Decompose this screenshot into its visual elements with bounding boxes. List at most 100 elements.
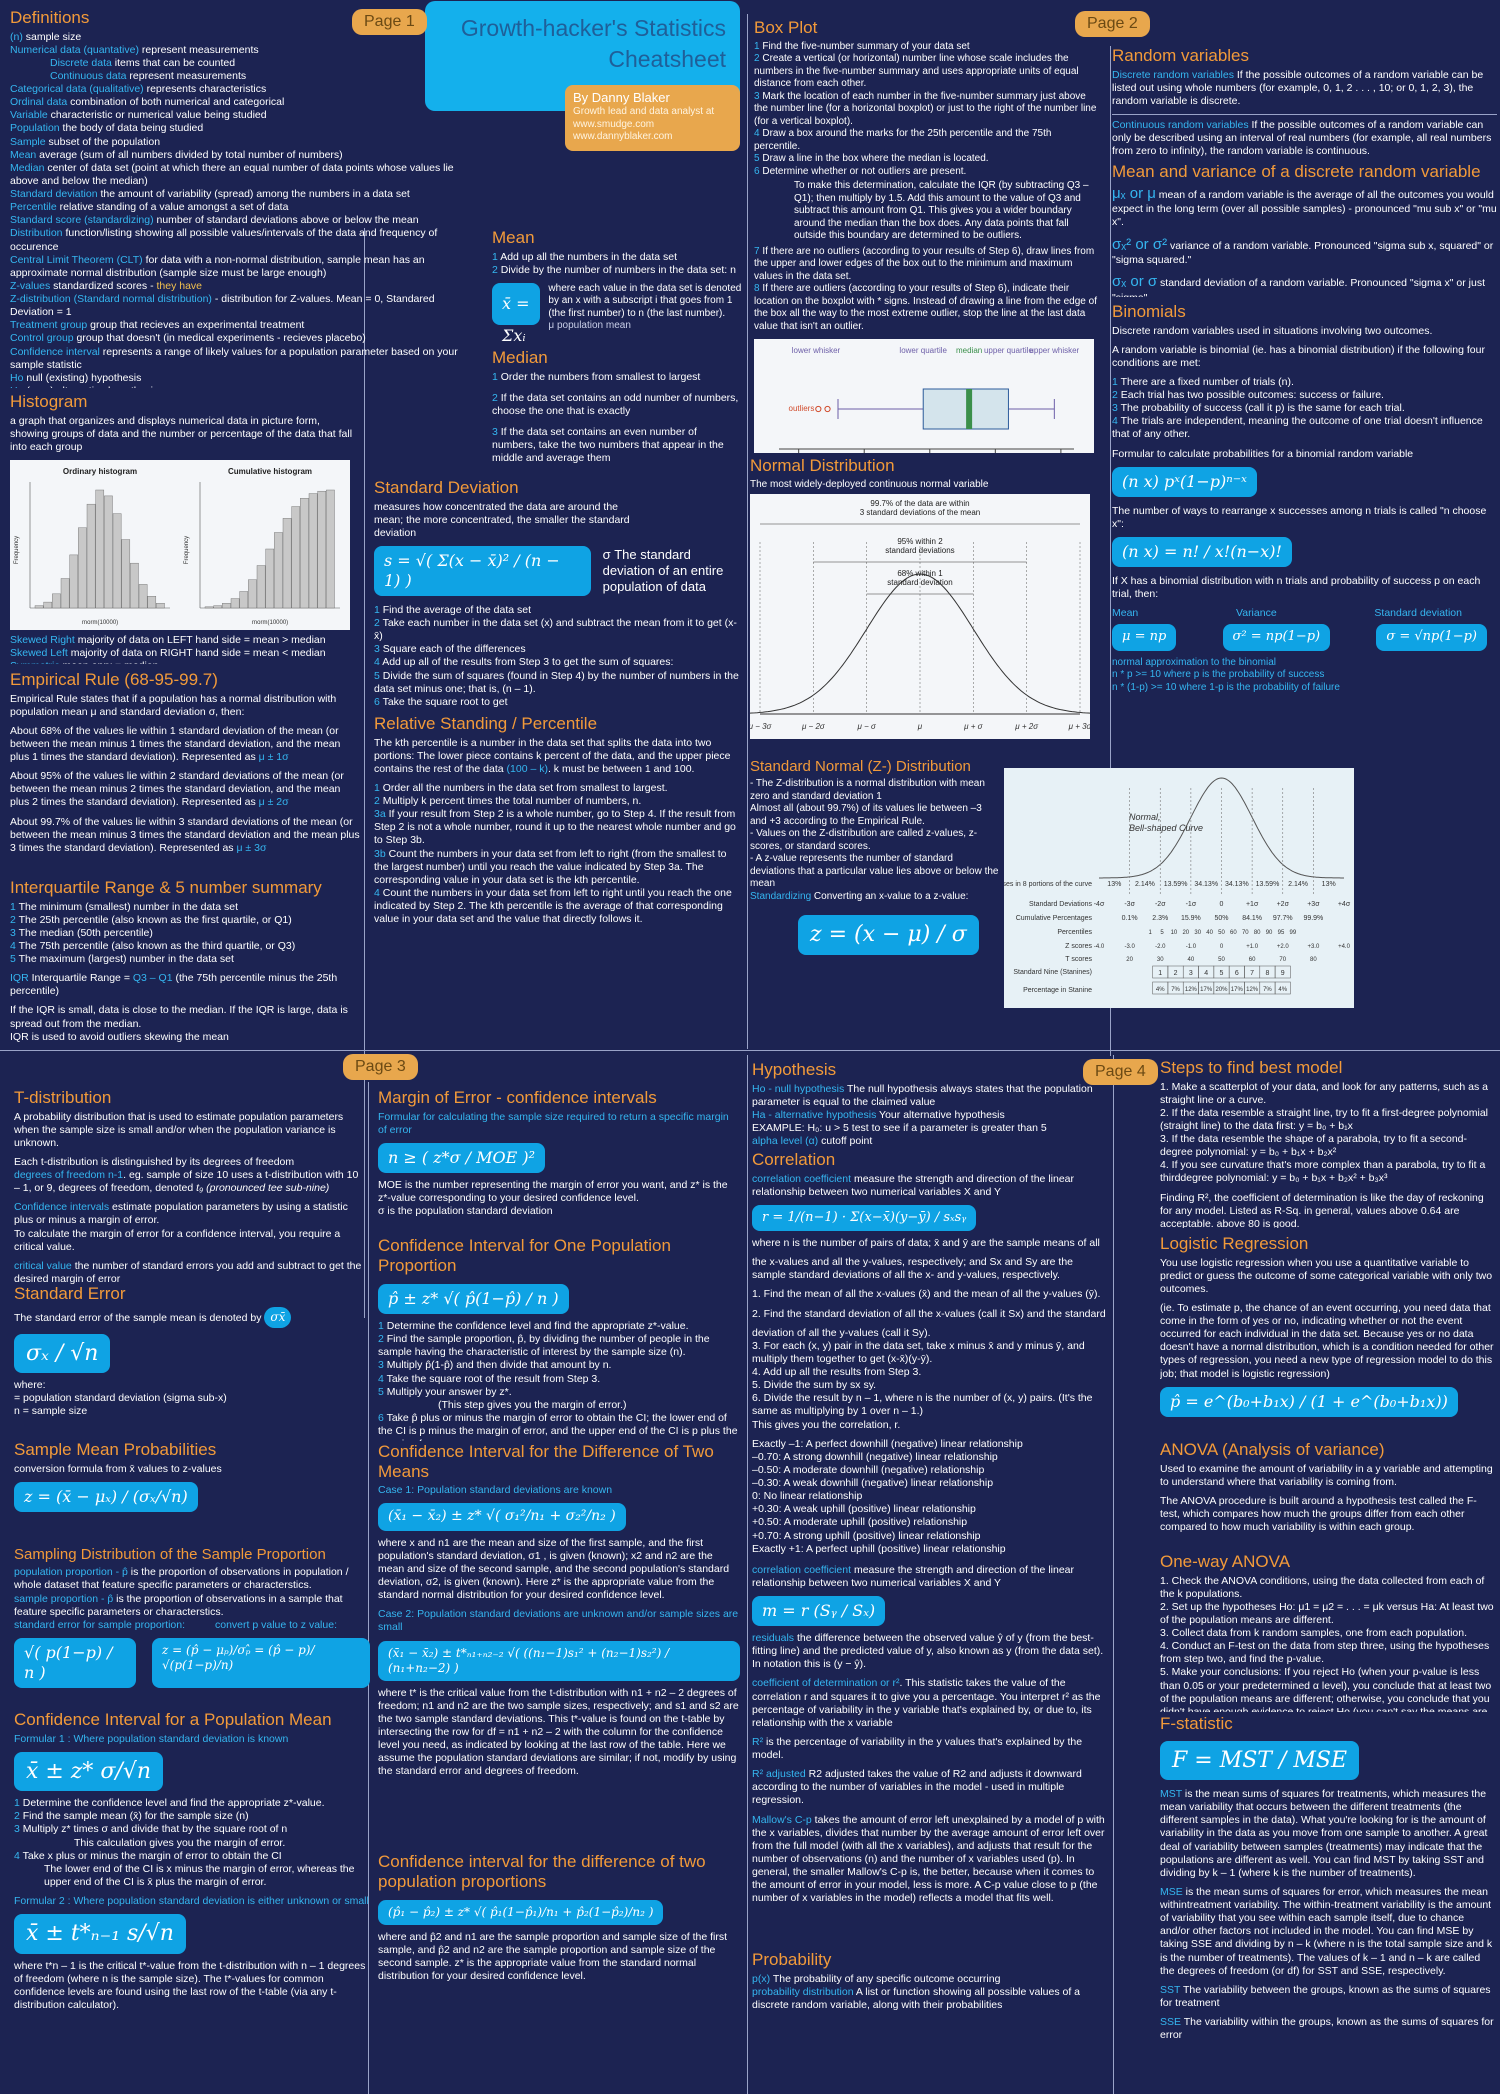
stanine-pct-label: 4%: [1156, 987, 1165, 993]
binomials-p1: Discrete random variables used in situat…: [1112, 324, 1433, 337]
stanine-pct-label: 20%: [1215, 987, 1228, 993]
bestmodel-section: Steps to find best model 1. Make a scatt…: [1160, 1058, 1495, 1228]
list-item: Exactly –1: A perfect downhill (negative…: [752, 1437, 1023, 1450]
probability-l1: p(x) The probability of any specific out…: [752, 1972, 1001, 1985]
item-text: The probability of success (call it p) i…: [1120, 402, 1405, 415]
histogram-bar: [326, 489, 335, 609]
r2-adjusted: R² adjusted R2 adjusted takes the value …: [752, 1768, 1082, 1807]
item-text: Find the sample mean (x̄) for the sample…: [22, 1810, 249, 1823]
histogram-bar: [112, 513, 122, 609]
z-label: +4.0: [1338, 944, 1351, 950]
mean-desc: where each value in the data set is deno…: [548, 282, 742, 332]
item-text: Square each of the differences: [382, 643, 526, 656]
cum-label: 0.1%: [1122, 915, 1138, 922]
text: subset of the population: [45, 135, 161, 148]
list-item: 1 The minimum (smallest) number in the d…: [10, 901, 360, 914]
binomial-stats: μ = np σ² = np(1−p) σ = √np(1−p): [1112, 624, 1487, 651]
meanvar-section: Mean and variance of a discrete random v…: [1112, 162, 1497, 297]
item-number: 5: [10, 953, 19, 966]
definition-item: Central Limit Theorem (CLT) for data wit…: [10, 254, 480, 280]
item-text: Take p̂ plus or minus the margin of erro…: [378, 1411, 738, 1441]
slope-formula: m = r (Sᵧ / Sₓ): [752, 1596, 886, 1627]
text: majority of data on LEFT hand side = mea…: [74, 633, 326, 646]
section-heading: ANOVA (Analysis of variance): [1160, 1440, 1385, 1459]
list-item: n * p >= 10 where p is the probability o…: [1112, 669, 1325, 681]
correlation-s3: deviation of all the y-values (call it S…: [752, 1326, 931, 1339]
stanine-label: 3: [1189, 970, 1193, 977]
cipm-steps: 1 Determine the confidence level and fin…: [14, 1797, 370, 1889]
term: Control group: [10, 332, 74, 345]
sd-label: +4σ: [1338, 901, 1351, 908]
item-number: 2: [492, 263, 501, 276]
row-label: Standard Nine (Stanines): [1013, 969, 1092, 976]
section-heading: Random variables: [1112, 46, 1250, 65]
item-text: Determine whether or not outliers are pr…: [762, 165, 967, 177]
item-text: Find the average of the data set: [382, 603, 532, 616]
page-tag: Page 1: [352, 9, 427, 35]
t-label: 50: [1218, 957, 1225, 963]
oneway-section: One-way ANOVA 1. Check the ANOVA conditi…: [1160, 1552, 1495, 1712]
pct-label: 2.14%: [1288, 881, 1308, 888]
list-item: +0.30: A weak uphill (positive) linear r…: [752, 1503, 976, 1516]
definition-item: Percentile relative standing of a value …: [10, 201, 480, 214]
text: represent measurements: [138, 43, 259, 56]
median-line: [966, 389, 973, 430]
text: represent measurements: [126, 69, 247, 82]
item-text: Count the numbers in your data set from …: [374, 886, 732, 926]
item-text: If the data set contains an odd number o…: [492, 391, 739, 417]
relstanding-section: Relative Standing / Percentile The kth p…: [374, 714, 744, 959]
list-item: 3 Mark the location of each number in th…: [754, 91, 1099, 129]
list-item: 5. Divide the sum by sx sy.: [752, 1379, 877, 1392]
list-item: 4 Draw a box around the marks for the 25…: [754, 128, 1099, 153]
item-text: Multiply p̂(1-p̂) and then divide that a…: [386, 1359, 612, 1372]
tick-label: μ: [917, 722, 923, 731]
empirical-intro: Empirical Rule states that if a populati…: [10, 692, 337, 718]
definition-item: Control group group that doesn't (in med…: [10, 332, 480, 345]
percentile-label: 70: [1242, 930, 1249, 936]
section-heading: Empirical Rule (68-95-99.7): [10, 670, 218, 689]
pct-label: 13.59%: [1164, 881, 1188, 888]
tick-label: μ − 3σ: [750, 722, 773, 731]
citp-section: Confidence interval for the difference o…: [378, 1852, 740, 2092]
item-number: 2: [374, 795, 383, 808]
term: Standard score (standardizing): [10, 214, 154, 227]
binomials-p2: A random variable is binomial (ie. has a…: [1112, 343, 1485, 369]
item-number: 6: [754, 165, 763, 177]
item-number: 4: [754, 128, 763, 140]
z-label: -1.0: [1186, 944, 1197, 950]
term: Variable: [10, 109, 48, 122]
step-note: The lower end of the CI is x minus the m…: [44, 1862, 355, 1888]
page-tag: Page 2: [1075, 11, 1150, 37]
list-item: 4. Conduct an F-test on the data from st…: [1160, 1640, 1490, 1666]
mallows-cp: Mallow's C-p takes the amount of error l…: [752, 1813, 1105, 1905]
text: combination of both numerical and catego…: [67, 96, 285, 109]
histogram-bar: [86, 503, 96, 609]
pct-label: 34.13%: [1225, 881, 1249, 888]
sdsp-l1: population proportion - p̂ is the propor…: [14, 1566, 349, 1592]
histogram-bar: [239, 591, 249, 609]
histogram-desc: a graph that organizes and displays nume…: [10, 414, 353, 453]
hypothesis-l3: EXAMPLE: H₀: u > 5 test to see if a para…: [752, 1121, 1047, 1134]
author-link[interactable]: www.dannyblaker.com: [573, 131, 673, 143]
tick-label: μ + σ: [963, 722, 984, 731]
normal-section: Normal Distribution The most widely-depl…: [750, 456, 1105, 756]
definition-item: Continuous data represent measurements: [10, 70, 480, 83]
list-item: normal approximation to the binomial: [1112, 656, 1276, 668]
author-tagline: Growth lead and data analyst at: [573, 106, 715, 118]
section-heading: Standard Normal (Z-) Distribution: [750, 758, 971, 775]
item-text: Multiply your answer by z*.: [386, 1385, 512, 1398]
stanine-pct-cell: [1274, 981, 1291, 995]
histogram-bar: [130, 562, 139, 609]
item-text: Draw a box around the marks for the 25th…: [754, 128, 1052, 152]
item-number: 1: [492, 370, 501, 383]
item-number: 2: [492, 391, 501, 404]
histogram-ylabel: Frequency: [184, 536, 190, 564]
item-number: 4: [378, 1372, 387, 1385]
z-label: 0: [1220, 944, 1224, 950]
range-label: 99.7% of the data are within 3 standard d…: [860, 499, 981, 517]
logistic-formula: p̂ = e^(b₀+b₁x) / (1 + e^(b₀+b₁x)): [1160, 1386, 1458, 1417]
fstat-mst: MST is the mean sums of squares for trea…: [1160, 1788, 1488, 1879]
section-heading: Normal Distribution: [750, 456, 895, 475]
author-link[interactable]: www.smudge.com: [573, 118, 655, 130]
section-heading: Box Plot: [754, 18, 818, 37]
